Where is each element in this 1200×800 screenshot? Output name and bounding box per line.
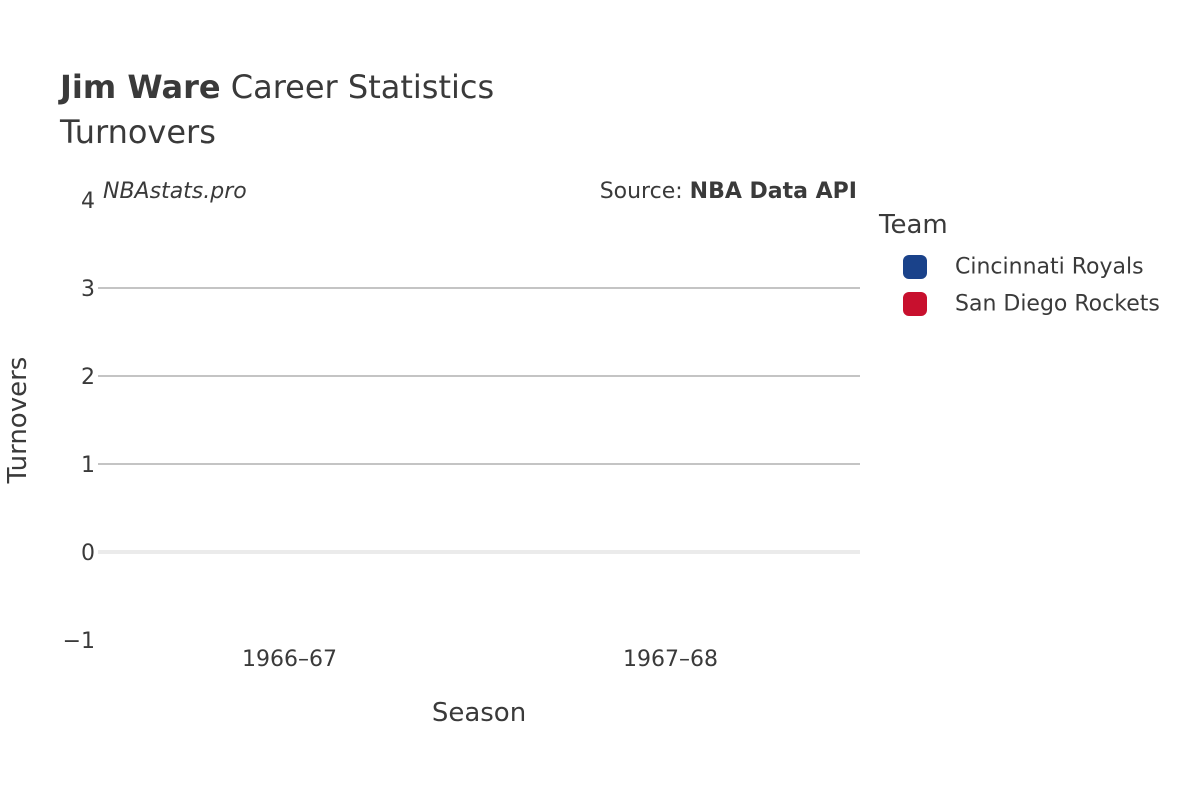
x-axis-title: Season [432,698,526,728]
chart-subtitle: Turnovers [60,113,216,151]
chart-title: Jim Ware Career Statistics [60,68,494,106]
legend-label-cincinnati-royals: Cincinnati Royals [955,254,1144,280]
player-name: Jim Ware [60,68,221,106]
y-tick-label: 2 [81,365,95,390]
legend-item-cincinnati-royals[interactable]: Cincinnati Royals [903,254,1144,280]
y-tick-label: 4 [81,189,95,214]
y-tick-label: −1 [63,629,95,654]
source-prefix: Source: [599,179,690,204]
legend-swatch-san-diego-rockets [903,292,927,316]
legend-item-san-diego-rockets[interactable]: San Diego Rockets [903,291,1160,317]
y-axis-title: Turnovers [3,357,33,485]
title-rest: Career Statistics [230,68,495,106]
legend-swatch-cincinnati-royals [903,255,927,279]
x-tick-label: 1966–67 [242,647,337,672]
source-name: NBA Data API [689,179,857,204]
source-credit: Source: NBA Data API [600,179,857,204]
x-tick-label: 1967–68 [623,647,718,672]
legend-label-san-diego-rockets: San Diego Rockets [955,291,1160,317]
y-tick-label: 1 [81,453,95,478]
legend-title: Team [879,210,948,240]
y-tick-label: 0 [81,541,95,566]
y-tick-label: 3 [81,277,95,302]
watermark: NBAstats.pro [103,179,247,204]
